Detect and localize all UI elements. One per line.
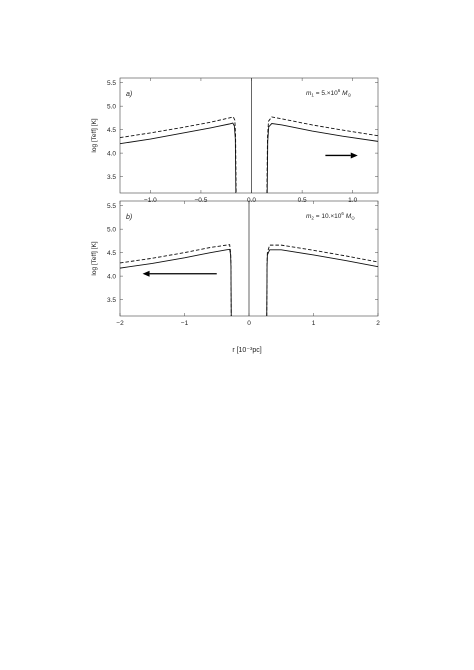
- series-dashed-right: [266, 244, 379, 317]
- y-tick-label: 3.5: [107, 174, 116, 181]
- mass-label-text: = 5.×10: [314, 90, 338, 97]
- mass-label-prefix: m: [306, 213, 312, 220]
- arrow-head-icon: [142, 270, 150, 277]
- y-tick-label: 5.0: [107, 103, 116, 110]
- mass-label-exp: 6: [341, 211, 344, 216]
- y-tick-label: 4.0: [107, 273, 116, 280]
- mass-label-unit: M: [340, 90, 348, 97]
- x-tick-label: 1.0: [348, 197, 357, 204]
- series-solid-left: [119, 248, 232, 317]
- arrow-head-icon: [350, 152, 358, 159]
- y-tick-label: 4.5: [107, 250, 116, 257]
- series-solid-left: [119, 122, 237, 194]
- mass-label-unit-sub: ⊙: [351, 216, 355, 221]
- x-tick-label: −0.5: [195, 197, 208, 204]
- x-tick-label: 0.5: [298, 197, 307, 204]
- x-tick-label: 2: [376, 320, 380, 327]
- series-dashed-left: [119, 116, 237, 194]
- x-tick-label: 0.0: [247, 197, 256, 204]
- panel-label: a): [126, 91, 132, 98]
- y-tick-label: 5.0: [107, 226, 116, 233]
- mass-label-unit-sub: ⊙: [348, 93, 352, 98]
- y-axis-label: log [Teff] [K]: [91, 118, 98, 152]
- x-tick-label: −1.0: [144, 197, 157, 204]
- plot-frame: [119, 77, 379, 194]
- panel-label: b): [126, 214, 132, 221]
- mass-label-text: = 10.×10: [314, 213, 342, 220]
- mass-label-prefix: m: [306, 90, 312, 97]
- mass-label: m1 = 5.×106 M⊙: [306, 88, 352, 98]
- panel-a: −1.0 −0.5 0.0 0.5 1.0 3.5 4.0 4.5 5.0 5.5 log [Tef…: [91, 77, 379, 204]
- x-tick-label: 1: [312, 320, 316, 327]
- mass-label-sub: 2: [311, 216, 314, 221]
- series-dashed-left: [119, 244, 232, 317]
- series-solid-right: [266, 249, 379, 317]
- series-dashed-right: [266, 116, 379, 194]
- mass-label: m2 = 10.×106 M⊙: [306, 211, 355, 221]
- mass-label-sub: 1: [311, 93, 314, 98]
- x-axis-label: r [10⁻³pc]: [232, 347, 261, 354]
- x-tick-label: −1: [181, 320, 189, 327]
- x-tick-label: −2: [116, 320, 124, 327]
- x-tick-label: 0: [247, 320, 251, 327]
- mass-label-exp: 6: [338, 88, 341, 93]
- mass-label-unit: M: [344, 213, 352, 220]
- y-tick-label: 4.5: [107, 127, 116, 134]
- y-tick-label: 5.5: [107, 80, 116, 87]
- y-tick-label: 5.5: [107, 203, 116, 210]
- series-solid-right: [266, 123, 379, 194]
- y-tick-label: 4.0: [107, 150, 116, 157]
- y-tick-label: 3.5: [107, 297, 116, 304]
- y-axis-label: log [Teff] [K]: [91, 241, 98, 275]
